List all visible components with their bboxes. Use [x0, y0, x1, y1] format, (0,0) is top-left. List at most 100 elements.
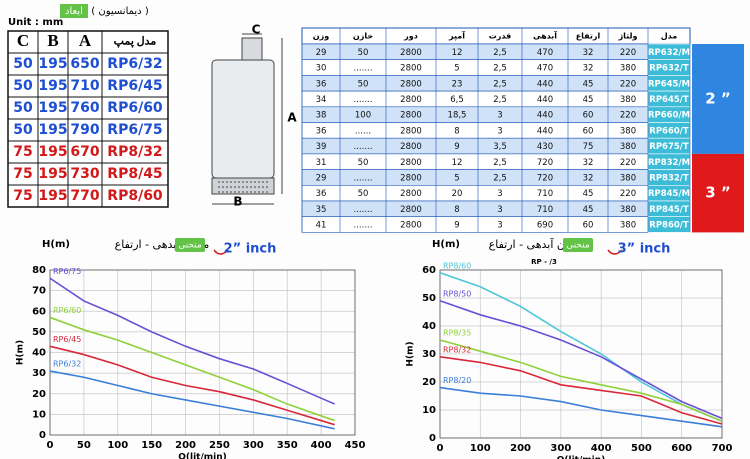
series-label: RP8/35 [443, 329, 471, 338]
spec-cell: 32 [583, 173, 594, 183]
spec-cell: 34 [316, 95, 327, 105]
series-label: RP6/32 [53, 360, 81, 369]
curve [49, 345, 335, 426]
x-tick-label: 100 [470, 443, 491, 454]
spec-cell: 36 [316, 189, 327, 199]
dimension-cell: 50 [13, 122, 33, 138]
spec-header: ارتفاع [576, 32, 601, 41]
spec-cell: 2,5 [493, 158, 507, 168]
spec-cell: 470 [537, 48, 553, 58]
series-label: RP6/45 [53, 335, 81, 344]
x-axis-label: Q(lit/min) [178, 453, 227, 459]
spec-cell: 220 [620, 189, 636, 199]
spec-cell: 3 [497, 111, 502, 121]
spec-cell: 9 [454, 142, 459, 152]
spec-cell: 45 [583, 79, 594, 89]
column-header: B [47, 31, 58, 50]
y-axis-title: H(m) [432, 239, 460, 250]
spec-cell: 2800 [400, 158, 422, 168]
chart-title: میزان آبدهی - ارتفاع [489, 237, 584, 251]
dimension-cell: 50 [13, 78, 33, 94]
series-label: RP6/75 [53, 267, 81, 276]
y-tick-label: 30 [32, 368, 46, 379]
x-tick-label: 500 [631, 443, 652, 454]
spec-cell: 690 [537, 221, 553, 231]
y-axis-label: H(m) [16, 340, 26, 365]
spec-cell: RP645/M [648, 79, 690, 89]
x-tick-label: 200 [510, 443, 531, 454]
spec-cell: RP660/M [648, 111, 690, 121]
spec-cell: 32 [583, 48, 594, 58]
spec-cell: 8 [454, 126, 459, 136]
spec-cell: 45 [583, 189, 594, 199]
spec-cell: 2800 [400, 221, 422, 231]
x-tick-label: 300 [550, 443, 571, 454]
spec-cell: 50 [358, 48, 369, 58]
y-tick-label: 20 [422, 377, 436, 388]
dimension-cell: 50 [13, 56, 33, 72]
spec-cell: 380 [620, 126, 636, 136]
spec-cell: ....... [354, 205, 373, 215]
spec-cell: 2,5 [493, 64, 507, 74]
y-tick-label: 10 [32, 409, 46, 420]
group-box [692, 153, 744, 233]
spec-cell: 36 [316, 79, 327, 89]
spec-cell: ....... [354, 221, 373, 231]
dimensions-title: ابعاد [65, 6, 83, 17]
dimension-cell: 75 [13, 166, 32, 182]
spec-cell: 710 [537, 189, 553, 199]
spec-cell: 380 [620, 205, 636, 215]
spec-cell: 380 [620, 95, 636, 105]
y-tick-label: 0 [429, 433, 436, 444]
dimension-cell: RP8/45 [107, 166, 162, 182]
spec-cell: 710 [537, 205, 553, 215]
spec-header: آمپر [448, 31, 465, 41]
spec-cell: ....... [354, 173, 373, 183]
spec-cell: 220 [620, 79, 636, 89]
dimension-cell: RP6/60 [107, 100, 163, 116]
series-label: RP8/60 [443, 261, 471, 270]
y-tick-label: 30 [422, 349, 436, 360]
spec-cell: RP832/T [649, 173, 689, 183]
dimension-cell: RP8/60 [107, 188, 163, 204]
dimension-cell: 730 [70, 166, 99, 182]
y-tick-label: 40 [32, 348, 46, 359]
spec-cell: 220 [620, 48, 636, 58]
chart-subtitle: 3” inch [618, 242, 671, 257]
spec-cell: 12 [452, 158, 463, 168]
curve [439, 356, 723, 425]
x-tick-label: 0 [47, 440, 54, 451]
spec-cell: 2,5 [493, 95, 507, 105]
y-tick-label: 60 [422, 265, 436, 276]
curve [439, 300, 723, 420]
spec-cell: RP845/T [649, 205, 689, 215]
spec-row [301, 122, 649, 139]
spec-cell: 380 [620, 173, 636, 183]
spec-cell: 2800 [400, 173, 422, 183]
dimension-cell: 75 [13, 188, 32, 204]
x-tick-label: 150 [141, 440, 162, 451]
series-label: RP8/50 [443, 289, 471, 298]
curve [49, 370, 335, 430]
spec-cell: 2,5 [493, 173, 507, 183]
spec-cell: 2800 [400, 95, 422, 105]
spec-cell: 9 [454, 221, 459, 231]
curve [49, 277, 335, 405]
x-tick-label: 0 [437, 443, 444, 454]
column-header: C [17, 31, 29, 50]
curve [439, 386, 723, 428]
spec-header: وزن [313, 32, 329, 41]
spec-cell: 41 [316, 221, 327, 231]
x-tick-label: 100 [107, 440, 128, 451]
spec-cell: 60 [583, 126, 594, 136]
dimension-cell: 195 [38, 100, 67, 116]
arrow [607, 249, 623, 255]
spec-cell: 29 [316, 173, 327, 183]
spec-cell: 32 [583, 64, 594, 74]
dimension-cell: 760 [70, 100, 99, 116]
dimension-label: C [252, 23, 261, 37]
spec-cell: 380 [620, 64, 636, 74]
spec-cell: 2,5 [493, 79, 507, 89]
spec-cell: 2,5 [493, 48, 507, 58]
